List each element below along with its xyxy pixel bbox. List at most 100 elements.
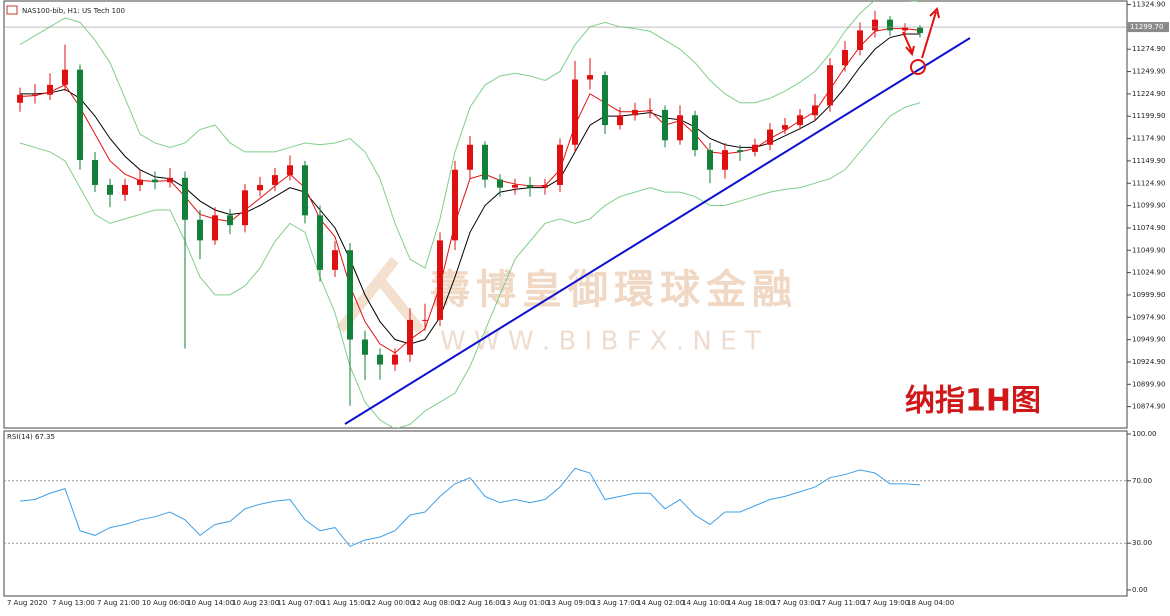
candle-body <box>542 184 548 188</box>
candle-body <box>347 250 353 340</box>
y-tick-label: 10974.90 <box>1132 313 1165 321</box>
y-tick-label: 70.00 <box>1132 477 1152 485</box>
rsi-panel <box>3 430 1128 597</box>
candle-body <box>377 354 383 365</box>
x-tick-label: 10 Aug 14:00 <box>187 599 234 607</box>
candle-body <box>167 177 173 183</box>
x-tick-label: 10 Aug 06:00 <box>142 599 189 607</box>
candle-body <box>797 115 803 126</box>
x-tick-label: 12 Aug 16:00 <box>457 599 504 607</box>
candle-body <box>662 109 668 141</box>
candle-body <box>722 150 728 170</box>
candle-body <box>437 240 443 320</box>
x-tick-label: 11 Aug 07:00 <box>277 599 324 607</box>
y-tick-label: 11099.90 <box>1132 202 1165 210</box>
icon <box>6 5 18 15</box>
y-tick-label: 11049.90 <box>1132 246 1165 254</box>
x-tick-label: 14 Aug 10:00 <box>682 599 729 607</box>
candle-body <box>512 184 518 188</box>
y-tick-label: 10999.90 <box>1132 291 1165 299</box>
y-tick-label: 11074.90 <box>1132 224 1165 232</box>
y-tick-label: 10949.90 <box>1132 336 1165 344</box>
candle-body <box>887 19 893 31</box>
x-tick-label: 14 Aug 18:00 <box>727 599 774 607</box>
candle-body <box>482 144 488 180</box>
y-tick-label: 11174.90 <box>1132 135 1165 143</box>
watermark-url: W W W . B I B F X . N E T <box>440 327 761 357</box>
x-tick-label: 7 Aug 13:00 <box>52 599 95 607</box>
candle-body <box>137 179 143 185</box>
candle-body <box>32 94 38 96</box>
candle-body <box>302 165 308 216</box>
x-tick-label: 7 Aug 21:00 <box>97 599 140 607</box>
series-line <box>19 1 921 269</box>
candle-body <box>857 30 863 51</box>
candle-body <box>752 144 758 152</box>
candle-body <box>692 115 698 151</box>
candle-body <box>17 94 23 103</box>
candle-body <box>572 79 578 145</box>
y-tick-label: 11224.90 <box>1132 90 1165 98</box>
candle-body <box>422 319 428 321</box>
x-tick-label: 17 Aug 19:00 <box>862 599 909 607</box>
candle-body <box>107 184 113 195</box>
candle-body <box>392 354 398 365</box>
candle-body <box>527 184 533 188</box>
price-box <box>1127 22 1169 33</box>
candle-body <box>257 184 263 191</box>
y-tick-label: 11024.90 <box>1132 269 1165 277</box>
candle-body <box>677 115 683 141</box>
y-tick-label: 11149.90 <box>1132 157 1165 165</box>
candle-body <box>632 109 638 116</box>
candle-body <box>467 144 473 170</box>
candle-body <box>47 84 53 95</box>
series-line <box>19 102 921 428</box>
candle-body <box>317 215 323 270</box>
candle-body <box>842 50 848 66</box>
candle-body <box>122 184 128 195</box>
y-tick-label: 11124.90 <box>1132 179 1165 187</box>
y-tick-label: 11324.90 <box>1132 1 1165 9</box>
x-tick-label: 13 Aug 01:00 <box>502 599 549 607</box>
x-tick-label: 13 Aug 09:00 <box>547 599 594 607</box>
candle-body <box>242 190 248 226</box>
candle-body <box>197 219 203 241</box>
y-tick-label: 10924.90 <box>1132 358 1165 366</box>
candle-body <box>557 144 563 185</box>
candle-body <box>782 125 788 130</box>
candle-body <box>77 69 83 160</box>
x-tick-label: 7 Aug 2020 <box>7 599 47 607</box>
x-tick-label: 14 Aug 02:00 <box>637 599 684 607</box>
x-tick-label: 18 Aug 04:00 <box>907 599 954 607</box>
x-tick-label: 13 Aug 17:00 <box>592 599 639 607</box>
x-tick-label: 12 Aug 00:00 <box>367 599 414 607</box>
y-tick-label: 30.00 <box>1132 539 1152 547</box>
series-line <box>19 467 921 547</box>
main-panel <box>3 0 1128 429</box>
watermark: 壽博皇御環球金融 <box>430 267 798 313</box>
candle-body <box>587 75 593 80</box>
candle-body <box>497 179 503 188</box>
y-tick-label: 11274.90 <box>1132 45 1165 53</box>
candle-body <box>272 175 278 185</box>
x-tick-label: 12 Aug 08:00 <box>412 599 459 607</box>
candle-body <box>617 115 623 126</box>
y-tick-label: 0.00 <box>1132 586 1148 594</box>
candle-body <box>152 179 158 183</box>
annotation: 纳指1H图 <box>905 384 1041 419</box>
candle-body <box>872 19 878 31</box>
candle-body <box>917 27 923 34</box>
candle-body <box>212 215 218 241</box>
candle-body <box>287 165 293 176</box>
candle-body <box>767 129 773 145</box>
candle-body <box>602 75 608 126</box>
y-tick-label: 10874.90 <box>1132 403 1165 411</box>
candle-body <box>647 109 653 111</box>
plot-area <box>4 467 1127 547</box>
candle-body <box>902 27 908 31</box>
y-tick-label: 10899.90 <box>1132 380 1165 388</box>
y-tick-label: 11249.90 <box>1132 68 1165 76</box>
rsi-label: RSI(14) 67.35 <box>7 433 55 441</box>
price-label: 11299.70 <box>1130 23 1163 31</box>
